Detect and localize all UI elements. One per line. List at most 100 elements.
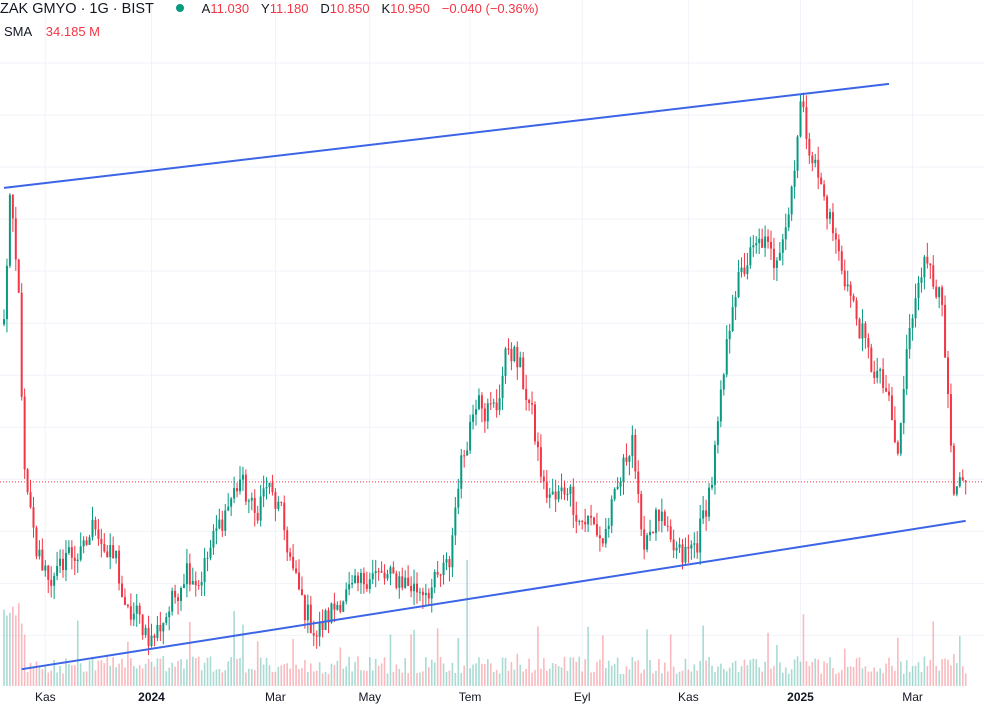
candle-body — [256, 512, 259, 521]
trendlines[interactable] — [3, 82, 966, 671]
volume-bar — [956, 663, 958, 686]
candle-body — [348, 584, 351, 590]
candle-body — [879, 369, 882, 371]
volume-bar — [156, 658, 159, 686]
volume-bar — [295, 664, 297, 686]
candle-body — [109, 545, 112, 558]
volume-bar — [363, 670, 365, 686]
candle-body — [383, 572, 386, 579]
volume-bar — [678, 671, 681, 686]
candle-body — [413, 583, 416, 592]
volume-bar — [233, 611, 235, 686]
volume-bar — [425, 657, 427, 686]
candle-body — [935, 286, 938, 298]
volume-bar — [469, 668, 471, 686]
volume-bar — [32, 666, 35, 686]
volume-bar — [696, 670, 699, 686]
candle-body — [206, 557, 209, 559]
volume-bar — [280, 665, 283, 686]
candle-body — [719, 389, 722, 422]
candle-body — [905, 349, 908, 390]
sma-legend[interactable]: SMA 34.185 M — [4, 24, 100, 39]
volume-bar — [12, 606, 14, 686]
volume-bar — [463, 665, 465, 686]
candle-body — [377, 571, 380, 573]
volume-bar — [82, 671, 85, 686]
candle-body — [593, 517, 595, 525]
volume-bar — [519, 664, 522, 686]
volume-bar — [345, 666, 347, 686]
volume-bar — [513, 669, 516, 686]
volume-bar — [38, 665, 41, 686]
candle-body — [525, 388, 528, 400]
volume-bar — [619, 673, 622, 686]
candle-body — [389, 567, 392, 575]
candle-body — [528, 399, 531, 404]
volume-bar — [867, 671, 870, 686]
volume-bar — [135, 668, 138, 686]
candle-body — [483, 408, 486, 422]
candle-body — [56, 565, 59, 576]
candle-body — [775, 260, 778, 268]
candle-body — [622, 457, 625, 482]
candle-body — [837, 239, 840, 252]
volume-bar — [572, 657, 575, 686]
candle-body — [174, 590, 177, 598]
candle-body — [44, 565, 47, 571]
candle-body — [536, 441, 539, 448]
volume-bar — [366, 670, 368, 686]
volume-bar — [236, 658, 238, 686]
volume-bar — [410, 634, 412, 686]
candle-body — [510, 348, 513, 362]
trendline-lower[interactable] — [21, 519, 966, 671]
trendline-upper[interactable] — [3, 82, 890, 189]
candle-body — [100, 538, 103, 544]
candle-body — [675, 547, 678, 551]
candle-body — [354, 575, 357, 583]
candles — [3, 92, 967, 656]
candle-body — [787, 214, 790, 228]
volume-bar — [23, 634, 26, 686]
volume-bar — [15, 615, 17, 686]
candle-body — [20, 292, 23, 397]
volume-bar — [522, 671, 524, 686]
candle-body — [885, 388, 888, 392]
volume-bar — [820, 673, 822, 686]
volume-bar — [112, 657, 114, 686]
volume-bar — [389, 634, 392, 686]
candle-body — [628, 456, 631, 462]
candle-body — [224, 510, 227, 531]
volume-bar — [472, 664, 474, 686]
volume-bar — [808, 665, 811, 686]
candle-body — [268, 482, 271, 488]
candle-body — [277, 501, 280, 509]
candle-body — [725, 339, 728, 375]
symbol-title[interactable]: ZAK GMYO · 1G · BIST — [0, 1, 154, 17]
volume-bar — [681, 670, 684, 686]
candle-body — [427, 592, 430, 599]
candle-body — [829, 212, 831, 219]
candle-body — [289, 552, 292, 557]
volume-bar — [838, 672, 840, 686]
candle-body — [97, 529, 100, 539]
volume-bar — [935, 665, 937, 686]
volume-bar — [428, 667, 430, 686]
volume-bar — [846, 666, 849, 686]
candle-body — [649, 531, 652, 536]
candle-body — [926, 256, 929, 264]
volume-bar — [369, 657, 371, 686]
candle-body — [371, 573, 374, 580]
volume-bar — [779, 662, 781, 686]
candle-body — [657, 509, 660, 522]
candle-body — [191, 581, 194, 585]
candle-body — [778, 252, 781, 261]
volume-bar — [900, 661, 902, 686]
candle-body — [53, 575, 56, 586]
volume-bar — [926, 665, 929, 686]
candle-body — [303, 595, 306, 621]
candle-body — [722, 374, 725, 390]
volume-bar — [569, 657, 572, 686]
volume-bar — [386, 673, 389, 686]
